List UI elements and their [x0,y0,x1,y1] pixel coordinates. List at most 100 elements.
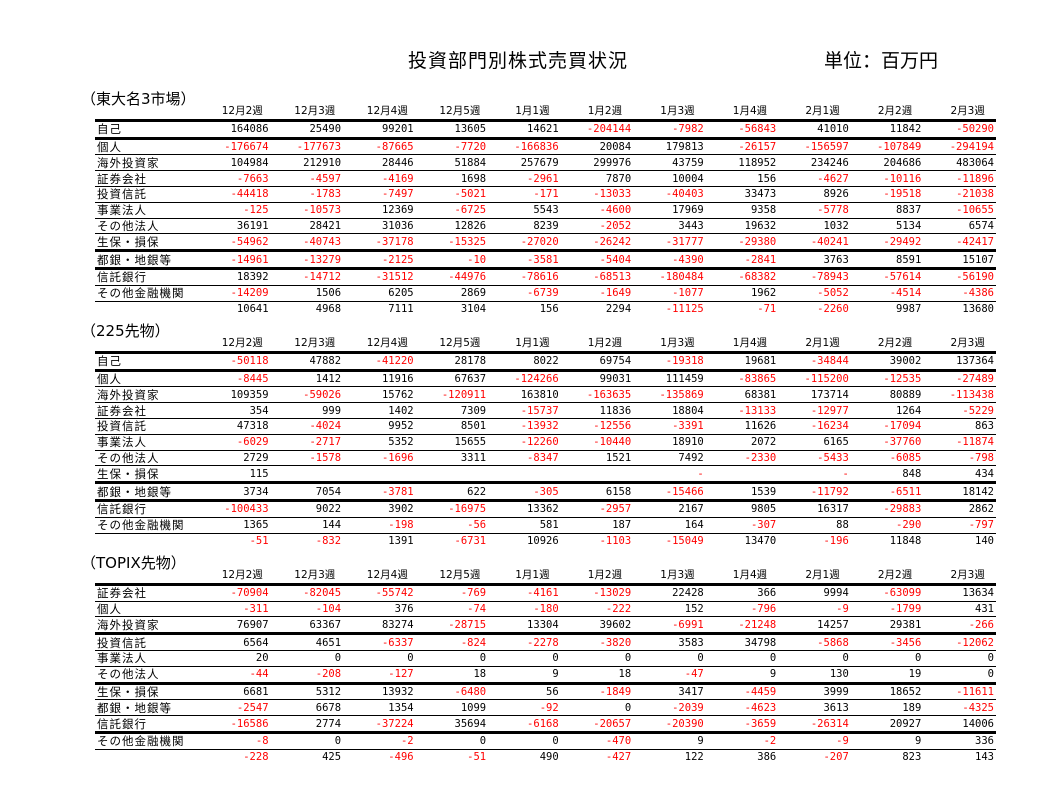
value-cell: -68382 [738,271,777,284]
value-cell: -78616 [520,271,559,284]
header-row: 12月2週 12月3週 12月4週 12月5週 1月1週 1月2週 1月3週 1月4週 2月1週… [95,104,996,120]
value-cell: -1783 [309,188,342,201]
value-cell: -5404 [599,253,632,266]
value-cell: 2869 [460,287,487,300]
row-label: 信託銀行 [97,502,147,517]
column-header: 1月3週 [660,569,695,582]
row-label: 事業法人 [97,203,147,218]
column-header: 12月2週 [221,337,263,350]
value-cell: -9 [836,602,849,615]
value-cell: 5543 [533,204,559,217]
value-cell: 19632 [744,219,777,232]
value-cell: 28446 [381,156,414,169]
value-cell: -63099 [883,587,922,600]
value-cell: 12826 [454,219,487,232]
value-cell: -70904 [230,587,269,600]
topix-futures-table: （TOPIX先物） 12月2週 12月3週 12月4週 12月5週 1月1週 1月2週 1月3… [81,554,996,765]
value-cell: 0 [987,652,994,665]
row-label: 生保・損保 [97,234,160,249]
table-row: 証券会社 -7663 -4597 -4169 1698 -2961 7870 10004 156… [95,170,996,187]
value-cell: -20657 [593,717,632,730]
value-cell: 51884 [454,156,487,169]
table-row: 個人 -176674 -177673 -87665 -7720 -166836 20084 1… [95,138,996,155]
table-row: 生保・損保 -54962 -40743 -37178 -15325 -27020 -2624… [95,233,996,251]
value-cell: 9805 [750,503,777,516]
value-cell: 9358 [750,204,777,217]
value-cell: 5312 [315,685,342,698]
value-cell: 7054 [315,485,342,498]
value-cell: -56190 [956,271,994,284]
row-label: 都銀・地銀等 [97,484,172,499]
row-label: 証券会社 [97,586,147,601]
value-cell: 152 [684,602,704,615]
value-cell: 173714 [810,388,849,401]
value-cell: -83865 [738,372,777,385]
row-label: 信託銀行 [97,270,147,285]
column-header: 1月4週 [732,105,768,118]
value-cell: 7309 [460,404,487,417]
value-cell: 1391 [388,534,414,547]
value-cell: -71 [757,302,777,315]
value-cell: -12260 [520,436,559,449]
value-cell: 9 [552,668,559,681]
value-cell: -769 [460,587,487,600]
value-cell: 47318 [236,420,269,433]
value-cell: -44976 [448,271,487,284]
value-cell: 13304 [527,618,559,631]
value-cell: 234246 [810,156,849,169]
value-cell: 28421 [309,219,342,232]
value-cell: 13680 [962,302,994,315]
value-cell: 3902 [388,503,414,516]
value-cell: 9987 [896,302,922,315]
value-cell: 1402 [388,404,414,417]
column-header: 12月4週 [366,569,408,582]
value-cell: 130 [829,668,849,681]
value-cell: 15107 [962,253,994,266]
value-cell: -2547 [236,701,269,714]
value-cell: -176674 [224,140,269,153]
value-cell: 13932 [381,685,414,698]
column-header: 1月2週 [587,105,623,118]
value-cell: 36191 [236,219,269,232]
value-cell: 8239 [533,219,559,232]
value-cell: 18 [473,668,487,681]
value-cell: -15737 [520,404,559,417]
row-label: 証券会社 [97,403,147,418]
value-cell: -16234 [810,420,849,433]
value-cell: -13029 [593,587,632,600]
value-cell: -107849 [877,140,922,153]
value-cell: -19318 [665,355,704,368]
header-row: 12月2週 12月3週 12月4週 12月5週 1月1週 1月2週 1月3週 1月4週 2月1週… [95,568,996,584]
column-header: 2月3週 [950,105,985,118]
value-cell: 376 [394,602,414,615]
value-cell: -3820 [599,636,632,649]
value-cell: -198 [388,519,414,532]
value-cell: -11611 [956,685,994,698]
value-cell: 8926 [823,188,849,201]
value-cell: 17969 [672,204,704,217]
value-cell: -17094 [883,420,922,433]
value-cell: -12977 [810,404,849,417]
value-cell: 8591 [896,253,922,266]
value-cell: -31512 [375,271,414,284]
value-cell: 2729 [243,451,269,464]
value-cell: -37760 [883,436,922,449]
value-cell: -16975 [448,503,487,516]
value-cell: 8837 [896,204,922,217]
column-header: 1月3週 [660,105,695,118]
value-cell: -2278 [527,636,559,649]
value-cell: 31036 [381,219,414,232]
value-cell: -100433 [224,503,269,516]
column-header: 1月4週 [732,337,768,350]
value-cell: -40743 [303,235,342,248]
value-cell: 88 [836,519,849,532]
value-cell: -5433 [817,451,849,464]
value-cell: -180484 [659,271,704,284]
value-cell: -14961 [230,253,269,266]
value-cell: 16317 [817,503,849,516]
table-row: 都銀・地銀等 -14961 -13279 -2125 -10 -3581 -5404 -439… [95,250,996,269]
total-row: -228 425 -496 -51 490 -427 122 386 -207 823 143 [95,749,996,764]
value-cell: -163635 [586,388,632,401]
value-cell: - [842,467,849,480]
value-cell: -8445 [236,372,269,385]
